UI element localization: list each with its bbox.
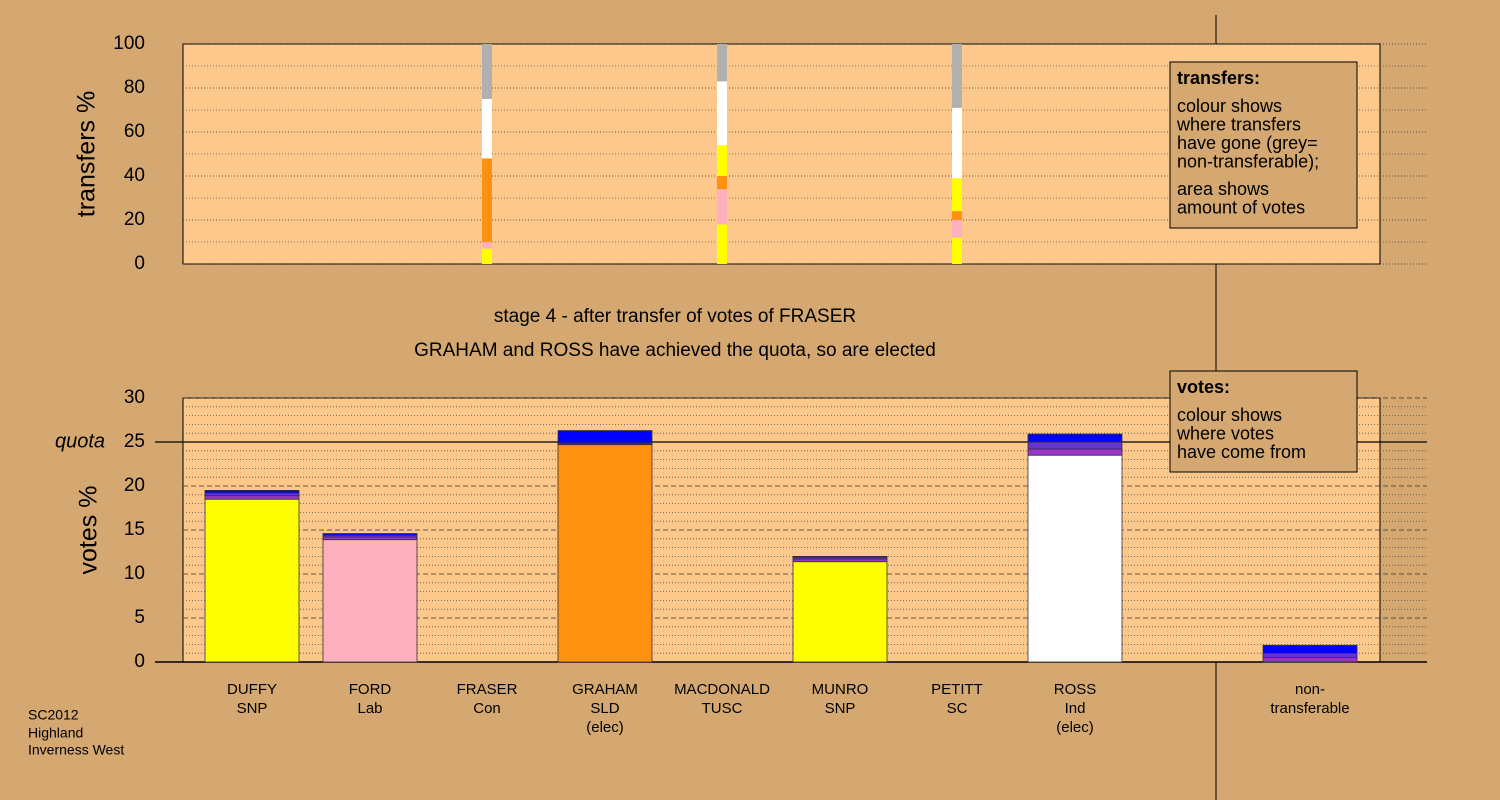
party: SLD <box>590 700 620 717</box>
x-tick-label: MACDONALD TUSC <box>667 680 777 718</box>
y-tick-label: 25 <box>124 431 145 452</box>
x-tick-label: FRASER Con <box>432 680 542 718</box>
bar-segment <box>482 242 492 249</box>
bar-segment <box>717 176 727 190</box>
legend-box <box>1169 370 1358 473</box>
bar-segment <box>717 189 727 225</box>
bar-segment <box>322 539 418 663</box>
chart-subtitle: GRAHAM and ROSS have achieved the quota,… <box>414 340 936 361</box>
cat: FORD <box>348 681 392 698</box>
y-tick-label: 80 <box>124 77 145 98</box>
status: (elec) <box>1056 719 1094 736</box>
y-tick-label: 0 <box>134 651 145 672</box>
party: TUSC <box>701 700 743 717</box>
party: SC <box>946 700 968 717</box>
bar-segment <box>557 444 653 663</box>
x-tick-label: PETITT SC <box>902 680 1012 718</box>
legend-note: where votes <box>1176 423 1274 443</box>
y-tick-label: 0 <box>134 253 145 274</box>
x-tick-label: ROSS Ind (elec) <box>1020 680 1130 737</box>
bar-segment <box>1027 433 1123 443</box>
bar-segment <box>792 556 888 558</box>
x-tick-label: DUFFY SNP <box>197 680 307 718</box>
bar-segment <box>482 158 492 242</box>
party: SNP <box>236 700 268 717</box>
y-tick-label: 20 <box>124 209 145 230</box>
footer: Highland <box>28 725 83 741</box>
bar-segment <box>1027 448 1123 456</box>
bar-segment <box>322 533 418 536</box>
cat: FRASER <box>456 681 518 698</box>
bar-segment <box>1262 657 1358 663</box>
status: (elec) <box>586 719 624 736</box>
bar-segment <box>1262 652 1358 659</box>
bar-segment <box>717 81 727 146</box>
cat: ROSS <box>1053 681 1097 698</box>
bar-segment <box>482 248 492 264</box>
legend-note: colour shows <box>1177 405 1282 425</box>
party: Ind <box>1064 700 1086 717</box>
y-tick-label: 100 <box>113 33 145 54</box>
legend-note: area shows <box>1177 179 1269 199</box>
bar-segment <box>204 489 300 494</box>
y-tick-label: 5 <box>134 607 145 628</box>
y-tick-label: 10 <box>124 563 145 584</box>
bar-segment <box>717 145 727 176</box>
legend-note: colour shows <box>1177 96 1282 116</box>
y-axis-label: transfers % <box>73 91 101 217</box>
bar-segment <box>204 495 300 500</box>
bar-segment <box>1262 644 1358 654</box>
cat: non-transferable <box>1270 681 1350 717</box>
legend-note: have come from <box>1177 442 1306 462</box>
bar-segment <box>952 178 962 212</box>
legend-note: non-transferable); <box>1177 151 1319 171</box>
party: Con <box>473 700 501 717</box>
bar-segment <box>952 44 962 108</box>
chart-title: stage 4 - after transfer of votes of FRA… <box>494 306 856 327</box>
legend-note: where transfers <box>1176 114 1301 134</box>
x-tick-label: non-transferable <box>1255 680 1365 718</box>
bar-segment <box>717 44 727 82</box>
cat: MACDONALD <box>674 681 770 698</box>
footer: Inverness West <box>28 742 124 758</box>
bar-segment <box>952 237 962 264</box>
y-tick-label: 40 <box>124 165 145 186</box>
bar-segment <box>557 430 653 444</box>
cat: DUFFY <box>227 681 277 698</box>
quota-label: quota <box>55 430 105 452</box>
cat: MUNRO <box>811 681 869 698</box>
bar-segment <box>1027 454 1123 663</box>
y-tick-label: 15 <box>124 519 145 540</box>
legend-note: have gone (grey= <box>1177 133 1318 153</box>
legend-box <box>1169 61 1358 229</box>
y-tick-label: 60 <box>124 121 145 142</box>
bar-segment <box>952 211 962 220</box>
legend-title: transfers: <box>1177 68 1260 88</box>
bar-segment <box>204 498 300 663</box>
bar-segment <box>482 99 492 159</box>
bar-segment <box>792 561 888 663</box>
party: Lab <box>357 700 383 717</box>
legend-title: votes: <box>1177 377 1230 397</box>
footer: SC2012 <box>28 707 79 723</box>
bar-segment <box>717 224 727 264</box>
party: SNP <box>824 700 856 717</box>
y-axis-label: votes % <box>75 486 103 575</box>
bar-segment <box>952 220 962 238</box>
cat: GRAHAM <box>572 681 638 698</box>
cat: PETITT <box>931 681 983 698</box>
x-tick-label: FORD Lab <box>315 680 425 718</box>
x-tick-label: GRAHAM SLD (elec) <box>550 680 660 737</box>
bar-segment <box>482 44 492 99</box>
y-tick-label: 30 <box>124 387 145 408</box>
y-tick-label: 20 <box>124 475 145 496</box>
x-tick-label: MUNRO SNP <box>785 680 895 718</box>
bar-segment <box>1027 441 1123 450</box>
legend-note: amount of votes <box>1177 197 1305 217</box>
bar-segment <box>952 107 962 179</box>
